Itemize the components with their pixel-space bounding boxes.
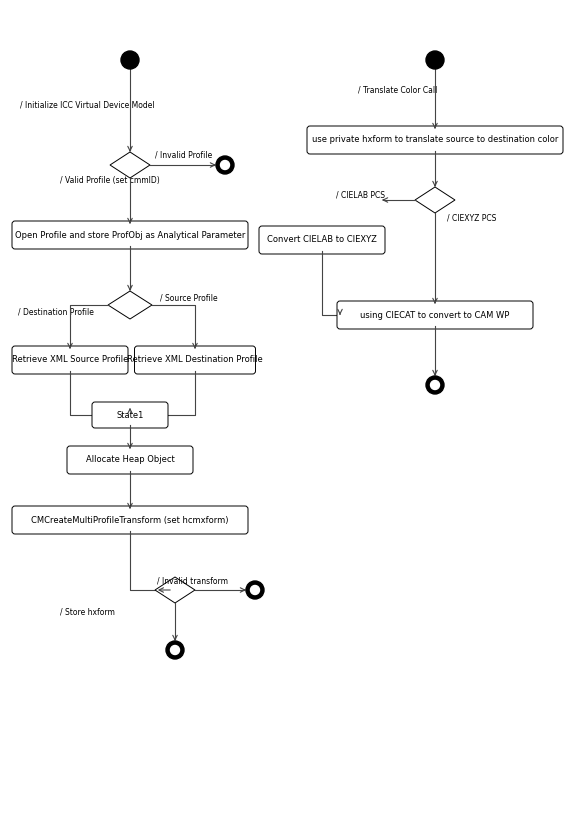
Text: CMCreateMultiProfileTransform (set hcmxform): CMCreateMultiProfileTransform (set hcmxf…: [31, 516, 228, 525]
Circle shape: [216, 156, 234, 174]
Text: using CIECAT to convert to CAM WP: using CIECAT to convert to CAM WP: [360, 310, 509, 319]
Circle shape: [426, 376, 444, 394]
Text: / CIEXYZ PCS: / CIEXYZ PCS: [447, 214, 496, 223]
FancyBboxPatch shape: [92, 402, 168, 428]
Circle shape: [426, 51, 444, 69]
Text: / CIELAB PCS: / CIELAB PCS: [336, 191, 385, 200]
Text: / Initialize ICC Virtual Device Model: / Initialize ICC Virtual Device Model: [20, 101, 155, 110]
Text: / Translate Color Call: / Translate Color Call: [358, 86, 437, 95]
FancyBboxPatch shape: [12, 506, 248, 534]
Circle shape: [121, 51, 139, 69]
Polygon shape: [108, 291, 152, 319]
FancyBboxPatch shape: [307, 126, 563, 154]
Polygon shape: [155, 577, 195, 603]
Circle shape: [166, 641, 184, 659]
FancyBboxPatch shape: [134, 346, 256, 374]
FancyBboxPatch shape: [67, 446, 193, 474]
Text: Allocate Heap Object: Allocate Heap Object: [85, 455, 174, 464]
Circle shape: [430, 380, 440, 389]
Text: use private hxform to translate source to destination color: use private hxform to translate source t…: [312, 135, 558, 144]
Text: Retrieve XML Source Profile: Retrieve XML Source Profile: [12, 356, 128, 365]
Text: / Invalid transform: / Invalid transform: [157, 577, 228, 586]
FancyBboxPatch shape: [12, 221, 248, 249]
Text: / Invalid Profile: / Invalid Profile: [155, 150, 212, 159]
Text: / Source Profile: / Source Profile: [160, 294, 218, 303]
Polygon shape: [110, 152, 150, 178]
Text: / Destination Profile: / Destination Profile: [18, 308, 94, 317]
Circle shape: [170, 645, 179, 654]
Text: Retrieve XML Destination Profile: Retrieve XML Destination Profile: [127, 356, 263, 365]
Text: State1: State1: [117, 411, 144, 419]
FancyBboxPatch shape: [259, 226, 385, 254]
Circle shape: [246, 581, 264, 599]
Text: Convert CIELAB to CIEXYZ: Convert CIELAB to CIEXYZ: [267, 235, 377, 244]
Circle shape: [220, 161, 230, 169]
Polygon shape: [415, 187, 455, 213]
FancyBboxPatch shape: [337, 301, 533, 329]
Text: Open Profile and store ProfObj as Analytical Parameter: Open Profile and store ProfObj as Analyt…: [15, 230, 245, 239]
FancyBboxPatch shape: [12, 346, 128, 374]
Text: / Valid Profile (set cmmID): / Valid Profile (set cmmID): [60, 176, 160, 185]
Circle shape: [250, 586, 260, 595]
Text: / Store hxform: / Store hxform: [60, 607, 115, 616]
